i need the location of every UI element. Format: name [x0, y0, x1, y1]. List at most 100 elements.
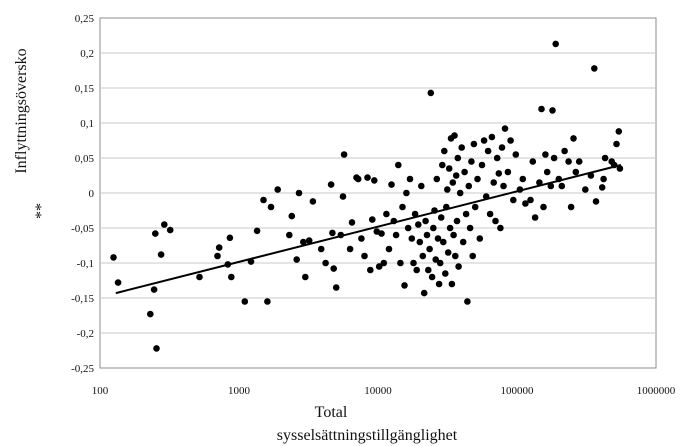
- data-point: [196, 273, 203, 281]
- data-point: [286, 231, 293, 239]
- data-point: [215, 244, 223, 251]
- data-point: [367, 266, 374, 274]
- y-tick-label: 0: [89, 188, 95, 200]
- data-point: [228, 273, 235, 281]
- data-point: [464, 298, 471, 305]
- x-tick-label: 100: [92, 385, 109, 397]
- data-point: [450, 231, 457, 239]
- data-point: [406, 175, 414, 183]
- data-point: [510, 196, 517, 204]
- data-point: [329, 229, 336, 237]
- data-point: [346, 245, 354, 253]
- data-point: [354, 175, 362, 183]
- data-point: [466, 224, 474, 232]
- data-point: [495, 170, 503, 177]
- data-point: [446, 224, 454, 232]
- data-point: [452, 172, 460, 179]
- data-point: [461, 168, 468, 176]
- data-point: [437, 214, 445, 221]
- data-point: [399, 203, 406, 211]
- x-axis-title-line-2: sysselsättningstillgänglighet: [277, 427, 458, 444]
- data-point: [449, 179, 457, 186]
- data-point: [552, 40, 559, 48]
- data-point: [413, 266, 421, 274]
- data-point: [274, 186, 282, 193]
- data-point: [441, 147, 448, 155]
- data-point: [478, 161, 486, 169]
- data-point: [474, 175, 481, 183]
- y-tick-label: -0,1: [77, 258, 94, 270]
- data-point: [445, 165, 453, 172]
- data-point: [531, 214, 539, 221]
- data-point: [497, 224, 504, 232]
- data-point: [493, 154, 501, 162]
- y-tick-label: 0,2: [80, 48, 94, 60]
- data-point: [598, 184, 606, 191]
- data-point: [214, 252, 221, 260]
- data-point: [507, 137, 514, 144]
- data-point: [572, 168, 580, 176]
- data-point: [430, 224, 437, 232]
- data-point: [330, 265, 338, 272]
- data-point: [114, 279, 122, 286]
- data-point: [500, 182, 507, 190]
- data-point: [436, 259, 444, 267]
- data-point: [440, 238, 447, 246]
- data-point: [317, 245, 325, 253]
- data-point: [425, 266, 432, 274]
- data-point: [452, 252, 459, 260]
- x-tick-label: 10000: [364, 385, 392, 397]
- y-tick-label: 0,25: [75, 13, 95, 25]
- data-point: [455, 263, 462, 270]
- data-point: [418, 182, 425, 190]
- data-point: [549, 107, 556, 114]
- y-tick-label: -0,15: [71, 293, 94, 305]
- data-point: [378, 230, 385, 237]
- data-point: [152, 230, 159, 237]
- data-point: [293, 256, 301, 263]
- x-tick-label: 1000000: [637, 385, 676, 397]
- y-tick-label: 0,05: [75, 153, 95, 165]
- data-point: [371, 177, 378, 184]
- data-point: [448, 280, 456, 288]
- data-point: [582, 186, 589, 193]
- data-point: [264, 298, 271, 305]
- data-point: [426, 245, 433, 253]
- trendline: [115, 164, 622, 295]
- data-point: [383, 210, 390, 218]
- data-point: [601, 154, 609, 162]
- data-point: [416, 238, 424, 246]
- data-point: [305, 237, 313, 244]
- data-point: [147, 310, 154, 318]
- data-point: [490, 179, 498, 186]
- data-point: [410, 259, 417, 267]
- data-point: [484, 147, 492, 155]
- data-point: [462, 210, 470, 218]
- data-point: [501, 125, 509, 132]
- data-point: [465, 182, 473, 190]
- data-point: [157, 251, 165, 258]
- data-point: [444, 249, 452, 256]
- y-tick-label: -0,05: [71, 223, 94, 235]
- data-point: [364, 174, 371, 181]
- data-point: [419, 252, 427, 260]
- y-tick-label: 0,15: [75, 83, 95, 95]
- data-point: [547, 182, 555, 190]
- data-point: [616, 165, 624, 172]
- data-point: [615, 128, 623, 135]
- data-point: [161, 221, 168, 228]
- data-point: [442, 270, 449, 277]
- data-point: [150, 286, 158, 293]
- data-point: [153, 345, 160, 352]
- data-point: [332, 284, 340, 291]
- data-point: [404, 224, 412, 232]
- data-point: [592, 198, 600, 205]
- data-point: [395, 161, 402, 169]
- y-axis-title: Inflyttningsöversko: [13, 48, 30, 173]
- data-point: [512, 151, 520, 158]
- data-point: [575, 158, 583, 165]
- data-point: [459, 238, 467, 246]
- data-points: [110, 40, 624, 352]
- data-point: [375, 263, 383, 270]
